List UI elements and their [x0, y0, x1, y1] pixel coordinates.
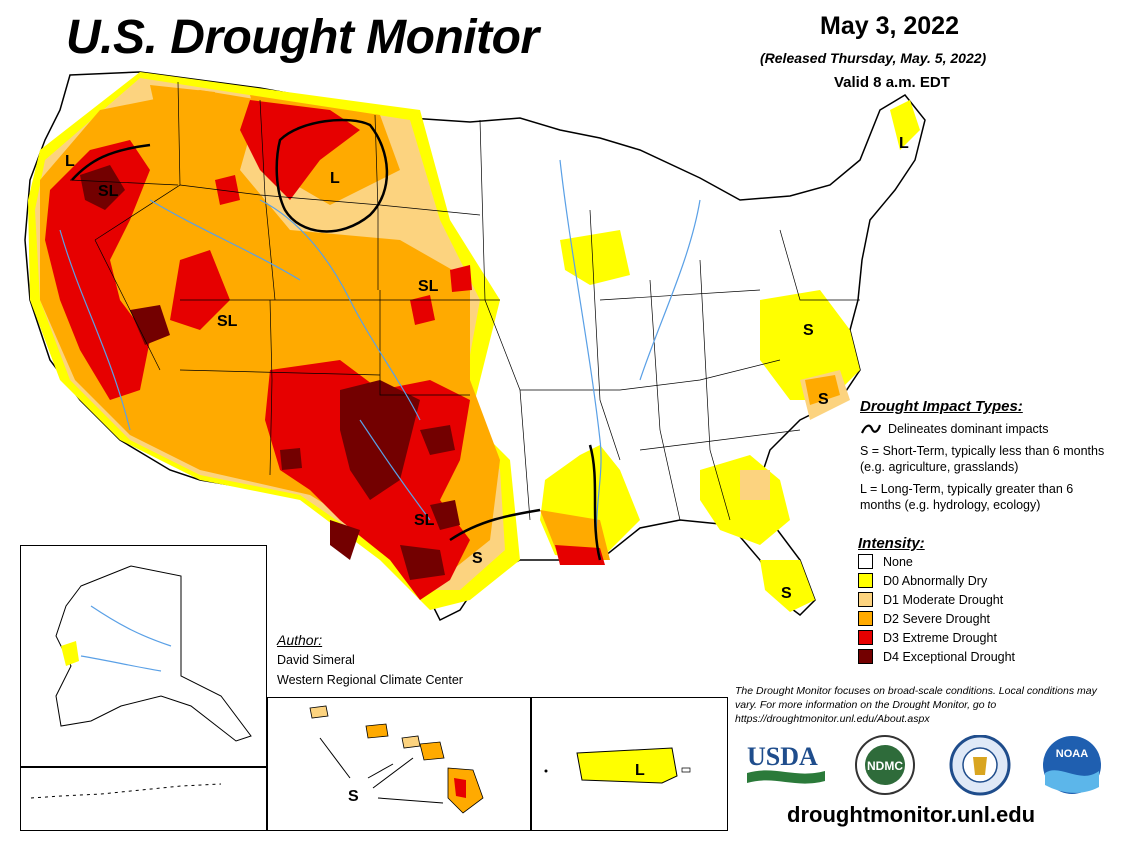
- label-s-virginia: S: [803, 322, 814, 339]
- delineates-text: Delineates dominant impacts: [888, 422, 1049, 436]
- page-title: U.S. Drought Monitor: [66, 11, 539, 64]
- puerto-rico-map: L: [544, 747, 691, 784]
- puerto-rico-inset: L: [531, 697, 728, 831]
- intensity-swatch: [858, 649, 873, 664]
- intensity-item: D3 Extreme Drought: [858, 628, 1098, 647]
- intensity-item: D2 Severe Drought: [858, 609, 1098, 628]
- noaa-logo: NOAA: [1043, 736, 1101, 794]
- intensity-legend: Intensity: None D0 Abnormally Dry D1 Moder…: [858, 535, 1098, 666]
- usda-logo-text: USDA: [747, 742, 818, 771]
- intensity-item: D0 Abnormally Dry: [858, 571, 1098, 590]
- impact-types-heading: Drought Impact Types:: [860, 398, 1023, 415]
- hawaii-map: S: [309, 705, 484, 814]
- intensity-swatch: [858, 611, 873, 626]
- label-sl-northwest: SL: [98, 183, 119, 200]
- d4-exceptional-drought-areas: [80, 165, 460, 580]
- valid-time: Valid 8 a.m. EDT: [834, 74, 950, 91]
- intensity-heading: Intensity:: [858, 535, 925, 552]
- label-s-hawaii: S: [348, 788, 359, 805]
- ndmc-logo-text: NDMC: [867, 759, 903, 773]
- intensity-label: D3 Extreme Drought: [883, 630, 997, 645]
- label-west-l: L: [65, 153, 75, 170]
- partner-logos: USDA NDMC NOAA: [745, 734, 1115, 797]
- label-l-montana: L: [330, 170, 340, 187]
- impact-types-legend: Drought Impact Types: Delineates dominan…: [860, 398, 1115, 513]
- label-sl-plains: SL: [418, 278, 439, 295]
- map-date: May 3, 2022: [820, 12, 959, 40]
- intensity-swatch: [858, 630, 873, 645]
- author-name: David Simeral: [277, 653, 355, 667]
- author-heading: Author:: [277, 632, 323, 648]
- label-s-florida: S: [781, 585, 792, 602]
- intensity-swatch: [858, 592, 873, 607]
- intensity-item: D4 Exceptional Drought: [858, 647, 1098, 666]
- intensity-label: None: [883, 554, 913, 569]
- aleutian-inset: [20, 767, 267, 831]
- impact-lines: [71, 118, 602, 561]
- delineation-line-icon: [860, 424, 882, 434]
- author-org: Western Regional Climate Center: [277, 673, 463, 687]
- alaska-inset: [20, 545, 267, 767]
- delineates-row: Delineates dominant impacts: [860, 421, 1115, 437]
- alaska-map: [55, 565, 252, 742]
- usda-logo: USDA: [747, 742, 825, 784]
- state-boundaries: [69, 81, 860, 521]
- ndmc-logo: NDMC: [855, 735, 915, 795]
- label-l-maine: L: [899, 135, 909, 152]
- long-term-text: L = Long-Term, typically greater than 6 …: [860, 482, 1074, 512]
- author-block: Author: David Simeral Western Regional C…: [277, 630, 463, 690]
- label-l-puerto-rico: L: [635, 762, 645, 779]
- release-date: (Released Thursday, May. 5, 2022): [760, 50, 987, 66]
- label-sl-great-basin: SL: [217, 313, 238, 330]
- rivers: [59, 159, 701, 561]
- noaa-logo-text: NOAA: [1056, 748, 1088, 760]
- intensity-swatch: [858, 554, 873, 569]
- website-url[interactable]: droughtmonitor.unl.edu: [787, 802, 1036, 827]
- intensity-label: D0 Abnormally Dry: [883, 573, 988, 588]
- intensity-label: D2 Severe Drought: [883, 611, 991, 626]
- label-s-texas-coast: S: [472, 550, 483, 567]
- intensity-item: D1 Moderate Drought: [858, 590, 1098, 609]
- commerce-logo: [949, 734, 1011, 796]
- aleutian-map: [30, 783, 222, 799]
- intensity-swatch: [858, 573, 873, 588]
- hawaii-inset: S: [267, 697, 531, 831]
- label-sl-texas: SL: [414, 512, 435, 529]
- short-term-text: S = Short-Term, typically less than 6 mo…: [860, 444, 1105, 474]
- logos-svg: USDA NDMC NOAA: [747, 734, 1101, 796]
- disclaimer-note: The Drought Monitor focuses on broad-sca…: [735, 685, 1097, 725]
- intensity-label: D4 Exceptional Drought: [883, 649, 1016, 664]
- intensity-item: None: [858, 552, 1098, 571]
- intensity-label: D1 Moderate Drought: [883, 592, 1004, 607]
- label-s-carolina: S: [818, 391, 829, 408]
